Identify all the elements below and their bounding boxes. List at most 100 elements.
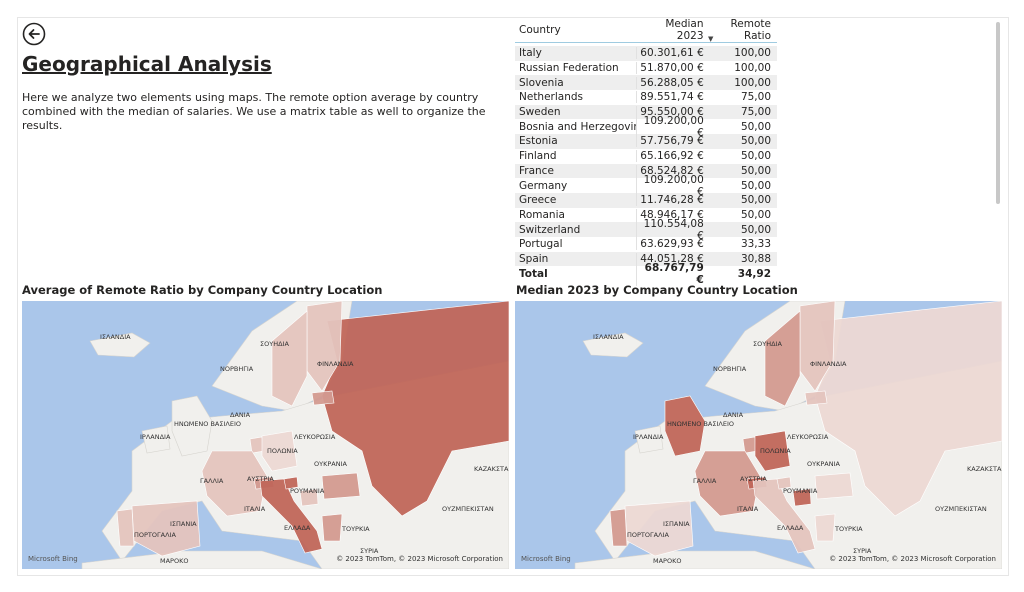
remote-ratio-map-canvas[interactable]: ΙΣΛΑΝΔΙΑ ΣΟΥΗΔΙΑ ΝΟΡΒΗΓΙΑ ΦΙΝΛΑΝΔΙΑ ΗΝΩΜΕΝΟ … [22, 301, 509, 569]
greece-region [814, 513, 836, 542]
cell-country: Romania [519, 208, 565, 221]
map-label-norway: ΝΟΡΒΗΓΙΑ [713, 365, 747, 373]
map-label-greece: ΕΛΛΑΔΑ [284, 524, 311, 532]
france-region [694, 450, 761, 517]
cell-country: Germany [519, 179, 568, 192]
cell-remote: 50,00 [740, 120, 771, 133]
map-label-spain: ΙΣΠΑΝΙΑ [170, 520, 197, 528]
median-salary-map[interactable]: ΙΣΛΑΝΔΙΑ ΣΟΥΗΔΙΑ ΝΟΡΒΗΓΙΑ ΦΙΝΛΑΝΔΙΑ ΗΝΩΜΕΝΟ … [515, 301, 1002, 569]
cell-median: 65.166,92 € [635, 150, 708, 163]
cell-country: Italy [519, 47, 542, 60]
sort-descending-icon[interactable]: ▼ [708, 35, 714, 43]
map-label-france: ΓΑΛΛΙΑ [200, 477, 224, 485]
map-label-iceland: ΙΣΛΑΝΔΙΑ [100, 333, 131, 341]
left-map-title: Average of Remote Ratio by Company Count… [22, 283, 383, 297]
map-label-finland: ΦΙΝΛΑΝΔΙΑ [317, 360, 354, 368]
italy-region [259, 478, 323, 554]
cell-remote: 33,33 [740, 238, 771, 251]
table-row[interactable]: Greece 11.746,28 € 50,00 [515, 192, 777, 208]
ireland-land [634, 425, 664, 454]
portugal-region [609, 508, 628, 547]
page-title: Geographical Analysis [22, 52, 272, 76]
cell-country: Bosnia and Herzegovina [519, 120, 636, 133]
cell-country: Switzerland [519, 223, 581, 236]
table-row[interactable]: Netherlands 89.551,74 € 75,00 [515, 90, 777, 105]
map-label-belarus: ΛΕΥΚΟΡΩΣΙΑ [787, 433, 829, 441]
map-label-uzbekistan: ΟΥΖΜΠΕΚΙΣΤΑΝ [935, 505, 987, 513]
map-label-greece: ΕΛΛΑΔΑ [777, 524, 804, 532]
cell-remote: 50,00 [740, 208, 771, 221]
cell-country: Sweden [519, 106, 561, 119]
bosnia-region [299, 488, 319, 507]
map-label-iceland: ΙΣΛΑΝΔΙΑ [593, 333, 624, 341]
cell-remote: 50,00 [740, 164, 771, 177]
sweden-region [764, 310, 801, 407]
map-label-finland: ΦΙΝΛΑΝΔΙΑ [810, 360, 847, 368]
sweden-region [271, 310, 308, 407]
vertical-scrollbar[interactable] [996, 22, 1000, 204]
map-label-morocco: ΜΑΡΟΚΟ [160, 557, 188, 565]
col-header-country[interactable]: Country [519, 24, 561, 36]
cell-median: 110.554,08 € [635, 217, 708, 242]
map-label-denmark: ΔΑΝΙΑ [723, 411, 744, 419]
table-row[interactable]: Romania 48.946,17 € 50,00 [515, 208, 777, 223]
table-row[interactable]: Finland 65.166,92 € 50,00 [515, 149, 777, 164]
remote-ratio-map[interactable]: ΙΣΛΑΝΔΙΑ ΣΟΥΗΔΙΑ ΝΟΡΒΗΓΙΑ ΦΙΝΛΑΝΔΙΑ ΗΝΩΜΕΝΟ … [22, 301, 509, 569]
back-button[interactable] [22, 22, 46, 46]
cell-median: 51.870,00 € [635, 62, 708, 75]
map-label-poland: ΠΟΛΩΝΙΑ [267, 447, 298, 455]
iceland-land [582, 332, 644, 358]
table-row[interactable]: Estonia 57.756,79 € 50,00 [515, 134, 777, 149]
map-label-austria: ΑΥΣΤΡΙΑ [247, 475, 274, 483]
table-row[interactable]: Spain 44.051,28 € 30,88 [515, 251, 777, 267]
bosnia-region [792, 488, 812, 507]
total-remote: 34,92 [737, 268, 771, 281]
col-header-remote[interactable]: Remote Ratio [730, 18, 771, 42]
cell-median: 109.200,00 € [635, 173, 708, 198]
cell-country: Slovenia [519, 76, 564, 89]
total-median: 68.767,79 € [635, 262, 708, 287]
cell-median: 57.756,79 € [635, 135, 708, 148]
map-copyright: © 2023 TomTom, © 2023 Microsoft Corporat… [829, 555, 996, 563]
map-label-italy: ΙΤΑΛΙΑ [737, 505, 759, 513]
germany-region [754, 430, 791, 472]
table-row[interactable]: Portugal 63.629,93 € 33,33 [515, 237, 777, 252]
matrix-header: Country Median 2023 Remote Ratio [515, 18, 777, 43]
cell-remote: 75,00 [740, 91, 771, 104]
map-label-norway: ΝΟΡΒΗΓΙΑ [220, 365, 254, 373]
cell-country: France [519, 164, 554, 177]
cell-remote: 75,00 [740, 106, 771, 119]
slovenia-region [283, 476, 299, 490]
col-header-median[interactable]: Median 2023 [665, 18, 704, 42]
uk-region [664, 395, 706, 457]
table-row[interactable]: Italy 60.301,61 € 100,00 [515, 46, 777, 61]
map-label-sweden: ΣΟΥΗΔΙΑ [753, 340, 782, 348]
matrix-table[interactable]: Country Median 2023 Remote Ratio Italy 60… [515, 18, 777, 287]
table-row[interactable]: Slovenia 56.288,05 € 100,00 [515, 75, 777, 91]
table-row[interactable]: Switzerland 110.554,08 € 50,00 [515, 217, 777, 242]
map-label-spain: ΙΣΠΑΝΙΑ [663, 520, 690, 528]
table-row[interactable]: Sweden 95.550,00 € 75,00 [515, 104, 777, 120]
cell-median: 63.629,93 € [635, 238, 708, 251]
page-description: Here we analyze two elements using maps.… [22, 91, 486, 132]
uk-land [171, 395, 213, 457]
map-label-syria: ΣΥΡΙΑ [360, 547, 379, 555]
cell-remote: 100,00 [734, 47, 771, 60]
map-copyright: © 2023 TomTom, © 2023 Microsoft Corporat… [336, 555, 503, 563]
map-label-austria: ΑΥΣΤΡΙΑ [740, 475, 767, 483]
romania-region [321, 472, 361, 500]
cell-median: 48.946,17 € [635, 208, 708, 221]
table-row[interactable]: Bosnia and Herzegovina 109.200,00 € 50,00 [515, 114, 777, 139]
cell-remote: 100,00 [734, 76, 771, 89]
bing-logo: Microsoft Bing [521, 555, 571, 563]
table-row[interactable]: Germany 109.200,00 € 50,00 [515, 173, 777, 198]
bing-logo: Microsoft Bing [28, 555, 78, 563]
table-row[interactable]: Russian Federation 51.870,00 € 100,00 [515, 61, 777, 76]
cell-country: Finland [519, 150, 557, 163]
median-salary-map-canvas[interactable]: ΙΣΛΑΝΔΙΑ ΣΟΥΗΔΙΑ ΝΟΡΒΗΓΙΑ ΦΙΝΛΑΝΔΙΑ ΗΝΩΜΕΝΟ … [515, 301, 1002, 569]
cell-country: Spain [519, 252, 549, 265]
germany-region [261, 430, 298, 472]
cell-remote: 50,00 [740, 179, 771, 192]
table-row[interactable]: France 68.524,82 € 50,00 [515, 163, 777, 179]
greece-region [321, 513, 343, 542]
